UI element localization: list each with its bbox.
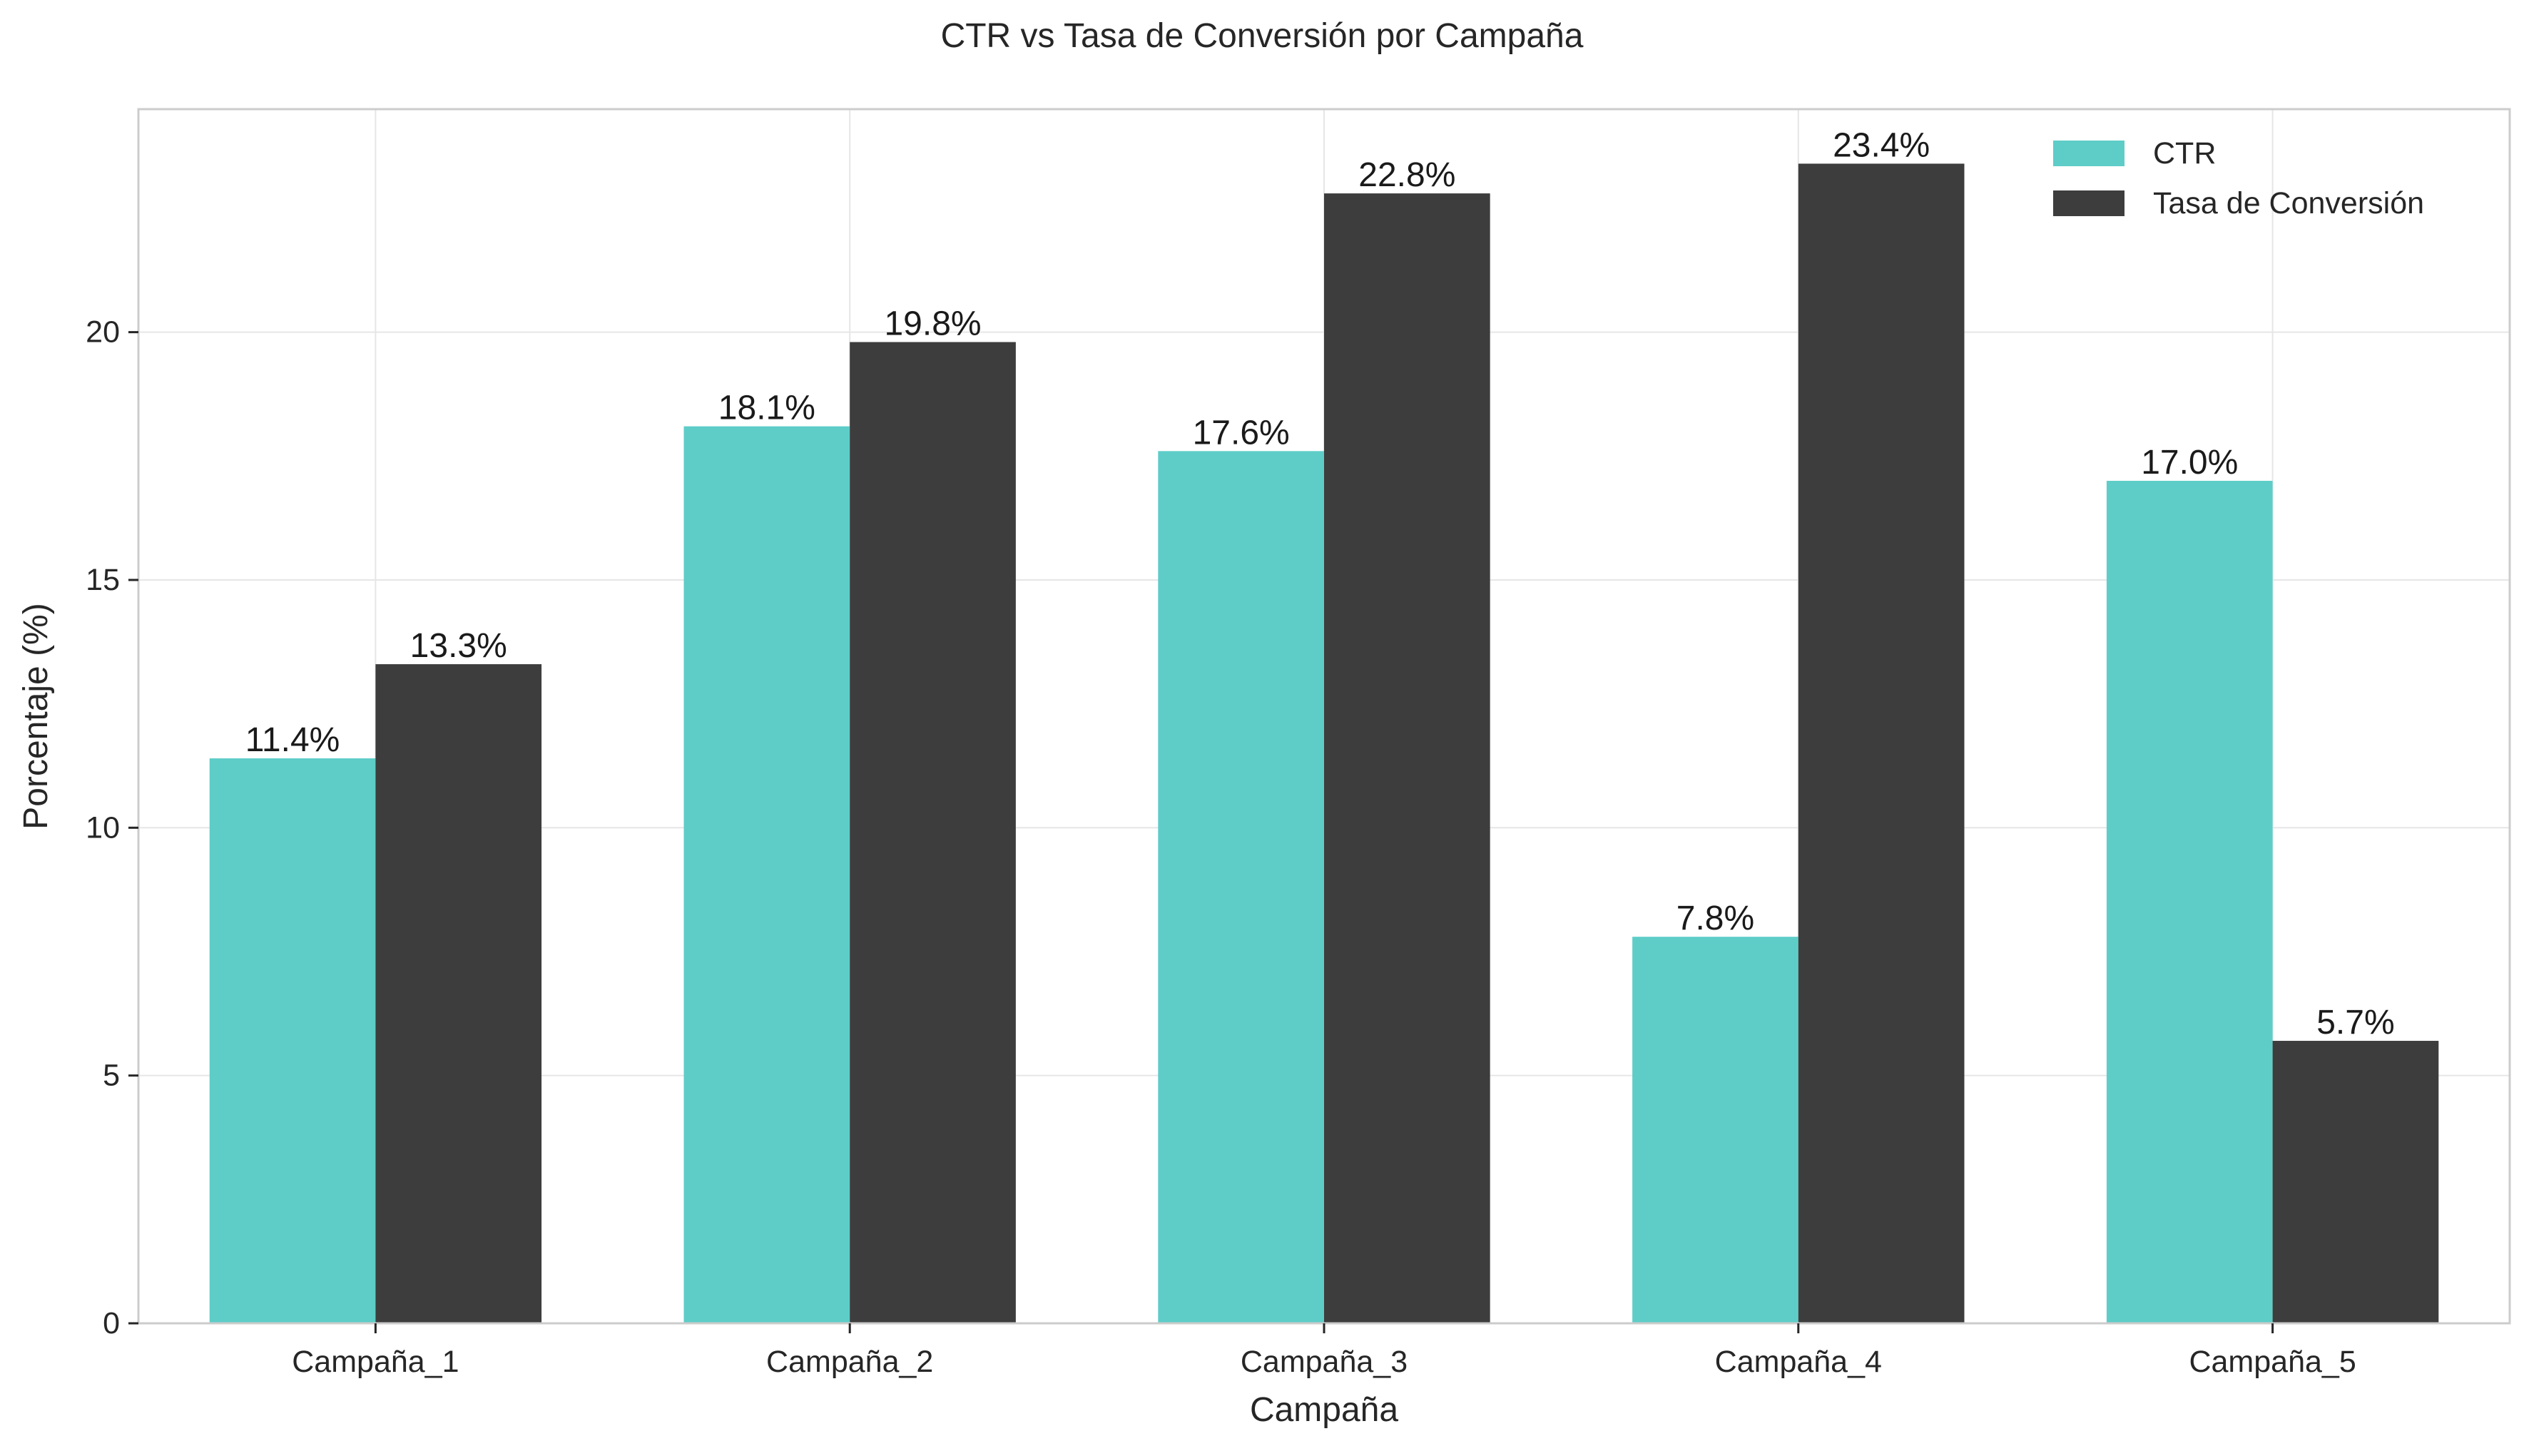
x-axis: Campaña_1 Campaña_2 Campaña_3 Campaña_4 Camp… bbox=[292, 1323, 2356, 1379]
y-axis-label: Porcentaje (%) bbox=[17, 603, 55, 829]
bar-ctr bbox=[1632, 937, 1798, 1323]
y-tick-label: 0 bbox=[103, 1306, 120, 1340]
x-tick-label: Campaña_1 bbox=[292, 1345, 459, 1379]
x-tick-label: Campaña_3 bbox=[1241, 1345, 1408, 1379]
x-tick-label: Campaña_4 bbox=[1715, 1345, 1882, 1379]
legend: CTR Tasa de Conversión bbox=[2053, 136, 2424, 220]
bar-value-label: 22.8% bbox=[1358, 156, 1455, 194]
bar-value-label: 17.0% bbox=[2141, 444, 2238, 482]
bar-tasa-conversion bbox=[2272, 1041, 2439, 1323]
bar-tasa-conversion bbox=[1324, 193, 1490, 1324]
chart-title: CTR vs Tasa de Conversión por Campaña bbox=[941, 17, 1584, 55]
bar-tasa-conversion bbox=[850, 342, 1016, 1324]
bar-value-label: 17.6% bbox=[1193, 414, 1290, 452]
y-axis: 0 5 10 15 20 bbox=[86, 315, 138, 1340]
y-tick-label: 20 bbox=[86, 315, 120, 350]
bar-value-label: 23.4% bbox=[1833, 126, 1930, 164]
bar-value-label: 19.8% bbox=[884, 305, 981, 343]
bar-tasa-conversion bbox=[1798, 163, 1965, 1324]
bar-ctr bbox=[683, 426, 850, 1324]
x-tick-label: Campaña_2 bbox=[766, 1345, 933, 1379]
y-tick-label: 15 bbox=[86, 563, 120, 597]
x-axis-label: Campaña bbox=[1250, 1391, 1398, 1429]
y-tick-label: 5 bbox=[103, 1059, 120, 1093]
bar-ctr bbox=[1158, 451, 1324, 1323]
bar-value-label: 18.1% bbox=[718, 390, 815, 427]
bar-ctr bbox=[2106, 481, 2273, 1323]
x-tick-label: Campaña_5 bbox=[2189, 1345, 2356, 1379]
data-labels: 11.4% 18.1% 17.6% 7.8% 17.0% 13.3% 19.8% 22.8% 2… bbox=[245, 126, 2395, 1042]
bars bbox=[209, 163, 2439, 1324]
legend-label: CTR bbox=[2153, 136, 2216, 170]
legend-label: Tasa de Conversión bbox=[2153, 186, 2424, 220]
legend-swatch bbox=[2053, 141, 2124, 166]
bar-value-label: 11.4% bbox=[245, 721, 340, 759]
legend-swatch bbox=[2053, 190, 2124, 216]
bar-tasa-conversion bbox=[375, 664, 542, 1323]
bar-value-label: 7.8% bbox=[1676, 900, 1754, 937]
bar-ctr bbox=[209, 758, 376, 1323]
y-tick-label: 10 bbox=[86, 810, 120, 845]
bar-value-label: 5.7% bbox=[2316, 1004, 2394, 1042]
bar-value-label: 13.3% bbox=[410, 627, 507, 665]
